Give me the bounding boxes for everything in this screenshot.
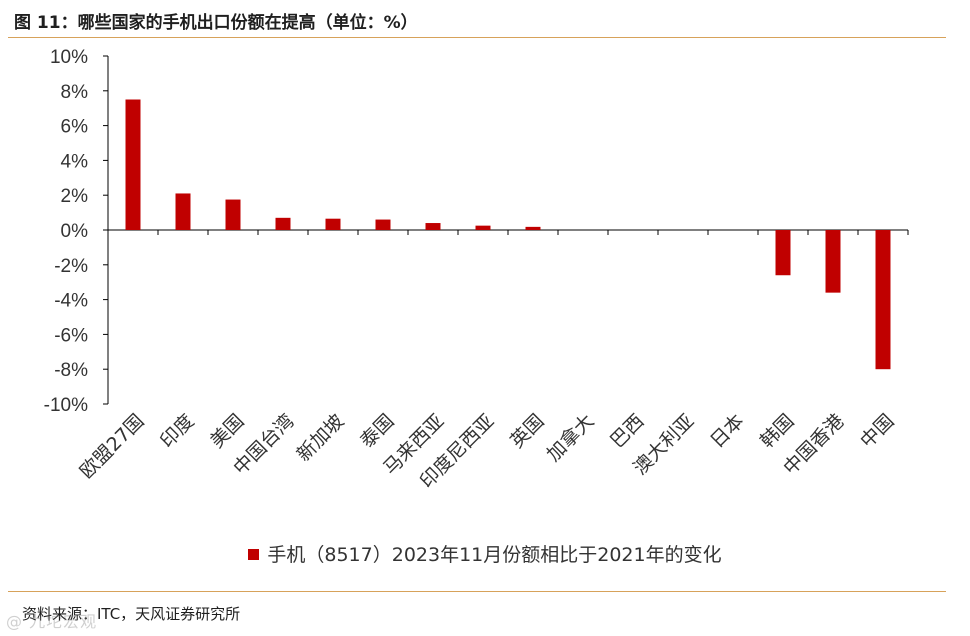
watermark: @ 九坨宏观 xyxy=(6,612,98,631)
y-tick-label: 6% xyxy=(61,117,89,138)
bar-中国台湾 xyxy=(275,217,291,230)
bar-美国 xyxy=(225,199,241,230)
source-note: 资料来源：ITC，天风证券研究所 xyxy=(22,605,241,623)
y-tick-label: 0% xyxy=(61,221,89,242)
y-tick-label: -10% xyxy=(44,395,88,416)
bar-印度 xyxy=(175,193,191,230)
bottom-divider xyxy=(8,591,946,592)
y-tick-label: -8% xyxy=(54,360,88,381)
legend-label: 手机（8517）2023年11月份额相比于2021年的变化 xyxy=(267,544,722,566)
bar-中国香港 xyxy=(825,230,841,293)
x-tick-label: 韩国 xyxy=(756,410,798,452)
bar-韩国 xyxy=(775,230,791,276)
legend-swatch xyxy=(248,549,260,560)
chart-title: 图 11：哪些国家的手机出口份额在提高（单位：%） xyxy=(14,13,418,33)
bar-英国 xyxy=(525,226,541,230)
y-tick-label: 8% xyxy=(61,82,89,103)
bar-印度尼西亚 xyxy=(475,225,491,230)
legend: 手机（8517）2023年11月份额相比于2021年的变化 xyxy=(0,540,970,567)
x-tick-label: 泰国 xyxy=(356,410,398,452)
y-tick-label: 2% xyxy=(61,186,89,207)
y-tick-label: 4% xyxy=(61,151,89,172)
x-tick-label: 加拿大 xyxy=(542,409,599,466)
top-divider xyxy=(8,37,946,38)
y-tick-label: -4% xyxy=(54,291,88,312)
bar-欧盟27国 xyxy=(125,99,141,230)
x-tick-label: 巴西 xyxy=(606,410,648,452)
y-tick-label: -2% xyxy=(54,256,88,277)
x-tick-label: 印度 xyxy=(156,410,198,452)
bar-新加坡 xyxy=(325,218,341,230)
bar-泰国 xyxy=(375,219,391,230)
x-tick-label: 新加坡 xyxy=(293,410,349,466)
x-tick-label: 日本 xyxy=(706,410,748,452)
x-tick-label: 中国 xyxy=(856,410,898,452)
y-tick-label: 10% xyxy=(50,47,88,68)
y-tick-label: -6% xyxy=(54,325,88,346)
x-tick-label: 英国 xyxy=(506,410,548,452)
x-tick-label: 欧盟27国 xyxy=(76,410,149,483)
bar-马来西亚 xyxy=(425,223,441,230)
x-tick-label: 美国 xyxy=(206,410,248,452)
bar-中国 xyxy=(875,230,891,370)
